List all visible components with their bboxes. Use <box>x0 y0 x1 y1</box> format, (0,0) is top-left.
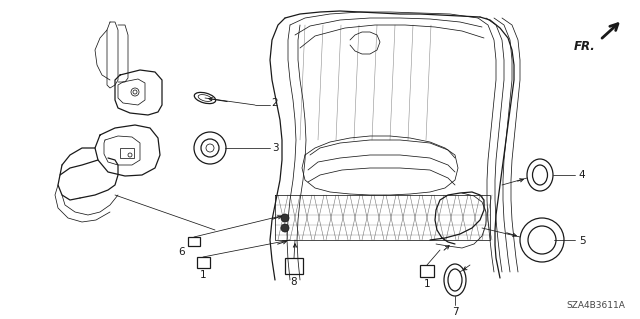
Text: 3: 3 <box>272 143 278 153</box>
Text: 5: 5 <box>579 236 586 246</box>
Text: 1: 1 <box>424 279 430 289</box>
Bar <box>120 148 134 158</box>
Text: 7: 7 <box>452 307 458 317</box>
Text: 2: 2 <box>272 98 278 108</box>
Bar <box>188 237 200 246</box>
Bar <box>420 265 434 277</box>
Text: 1: 1 <box>200 270 206 280</box>
Circle shape <box>281 224 289 232</box>
Bar <box>285 258 303 274</box>
Text: 8: 8 <box>291 277 298 287</box>
Text: SZA4B3611A: SZA4B3611A <box>566 301 625 310</box>
Circle shape <box>281 214 289 222</box>
Text: FR.: FR. <box>574 40 596 53</box>
Bar <box>197 257 210 268</box>
Text: 6: 6 <box>179 247 186 257</box>
Text: 4: 4 <box>579 170 586 180</box>
